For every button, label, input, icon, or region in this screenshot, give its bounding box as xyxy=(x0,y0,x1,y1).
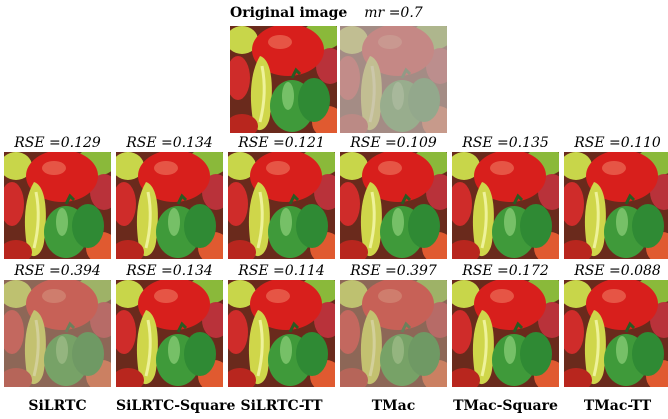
method-label: TMac-TT xyxy=(583,398,652,414)
reconstructed-image xyxy=(564,280,668,387)
rse-label: RSE =0.088 xyxy=(574,263,661,279)
reconstructed-image xyxy=(340,152,447,259)
rse-label: RSE =0.114 xyxy=(238,263,325,279)
reconstructed-image xyxy=(228,152,335,259)
method-label: SiLRTC-TT xyxy=(240,398,323,414)
reconstructed-image xyxy=(340,280,447,387)
rse-label: RSE =0.121 xyxy=(238,135,325,151)
reconstructed-image xyxy=(564,152,668,259)
rse-label: RSE =0.109 xyxy=(350,135,437,151)
rse-label: RSE =0.394 xyxy=(14,263,101,279)
rse-label: RSE =0.134 xyxy=(126,135,213,151)
observed-image xyxy=(340,26,447,133)
reconstructed-image xyxy=(452,152,559,259)
reconstructed-image xyxy=(4,152,111,259)
reconstructed-image xyxy=(452,280,559,387)
rse-label: RSE =0.135 xyxy=(462,135,549,151)
rse-label: RSE =0.110 xyxy=(574,135,661,151)
reconstructed-image xyxy=(4,280,111,387)
rse-label: RSE =0.129 xyxy=(14,135,101,151)
rse-label: RSE =0.134 xyxy=(126,263,213,279)
rse-label: RSE =0.172 xyxy=(462,263,549,279)
rse-label: RSE =0.397 xyxy=(350,263,437,279)
method-label: TMac-Square xyxy=(453,398,558,414)
method-label: SiLRTC-Square xyxy=(116,398,236,414)
original-image xyxy=(230,26,337,133)
reconstructed-image xyxy=(116,152,223,259)
reconstructed-image xyxy=(228,280,335,387)
original-image-label: Original image xyxy=(230,5,348,21)
method-label: TMac xyxy=(371,398,416,414)
reconstructed-image xyxy=(116,280,223,387)
method-label: SiLRTC xyxy=(28,398,87,414)
missing-rate-label: mr =0.7 xyxy=(364,5,423,21)
